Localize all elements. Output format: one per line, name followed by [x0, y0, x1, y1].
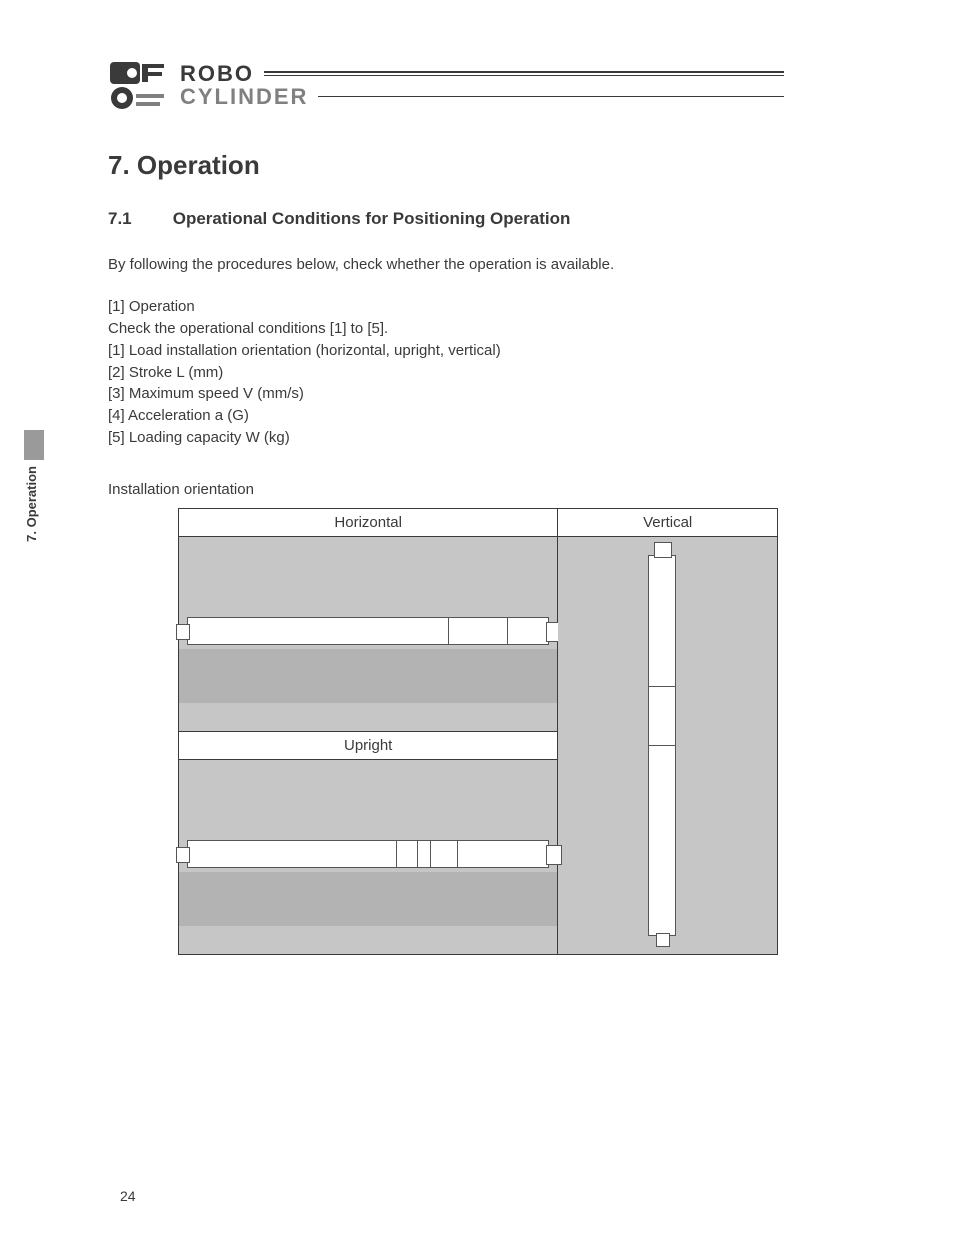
orientation-cell-upright	[179, 760, 558, 955]
orientation-caption: Installation orientation	[108, 479, 858, 501]
orientation-header-horizontal: Horizontal	[179, 509, 558, 537]
orientation-header-upright: Upright	[179, 732, 558, 760]
upright-surface	[179, 872, 557, 926]
header-rule-top	[264, 71, 784, 76]
intro-text: By following the procedures below, check…	[108, 253, 858, 276]
cylinder-upright	[187, 840, 549, 868]
subsection-number: 7.1	[108, 209, 168, 229]
block-title: [1] Operation	[108, 296, 858, 318]
cylinder-vertical-band	[649, 686, 675, 746]
subsection-heading: 7.1 Operational Conditions for Positioni…	[108, 209, 858, 229]
side-tab-label: 7. Operation	[24, 466, 44, 542]
logo-mark	[108, 60, 168, 110]
cond-5: [5] Loading capacity W (kg)	[108, 427, 858, 449]
cylinder-upright-band2	[396, 841, 418, 867]
cylinder-upright-band1	[430, 841, 458, 867]
page-content: ROBO CYLINDER 7. Operation 7.1 Operation…	[108, 60, 858, 955]
cond-3: [3] Maximum speed V (mm/s)	[108, 383, 858, 405]
subsection-title: Operational Conditions for Positioning O…	[173, 209, 571, 228]
page-number: 24	[120, 1188, 136, 1204]
section-heading: 7. Operation	[108, 150, 858, 181]
cond-2: [2] Stroke L (mm)	[108, 362, 858, 384]
side-tab: 7. Operation	[24, 430, 44, 560]
check-line: Check the operational conditions [1] to …	[108, 318, 858, 340]
orientation-cell-horizontal	[179, 537, 558, 732]
logo-text: ROBO CYLINDER	[180, 62, 784, 108]
orientation-table: Horizontal Vertical Upright	[178, 508, 778, 955]
orientation-cell-vertical	[558, 537, 778, 955]
side-tab-bar	[24, 430, 44, 460]
horizontal-surface	[179, 649, 557, 703]
header-rule-bottom	[318, 96, 784, 97]
logo-line2: CYLINDER	[180, 85, 308, 108]
header-logo-row: ROBO CYLINDER	[108, 60, 858, 110]
cylinder-vertical	[648, 555, 676, 936]
cylinder-horizontal-band	[448, 618, 508, 644]
cond-4: [4] Acceleration a (G)	[108, 405, 858, 427]
cond-1: [1] Load installation orientation (horiz…	[108, 340, 858, 362]
logo-line1: ROBO	[180, 62, 254, 85]
cylinder-horizontal	[187, 617, 549, 645]
orientation-header-vertical: Vertical	[558, 509, 778, 537]
